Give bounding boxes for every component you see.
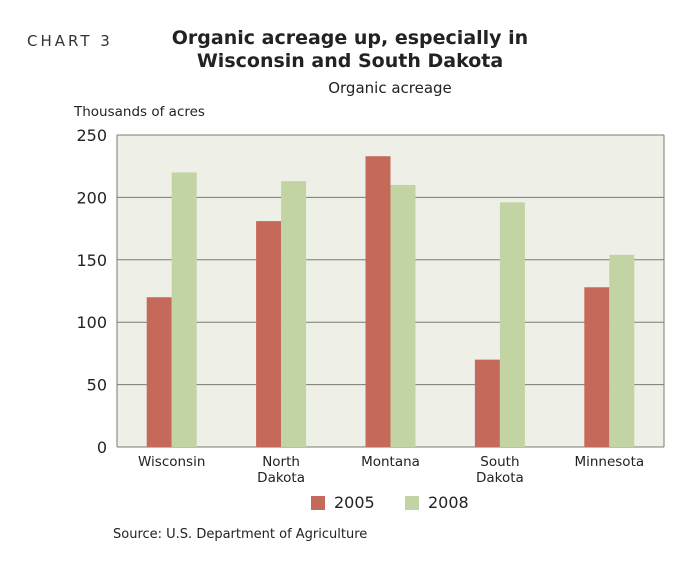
x-tick-label-line: North <box>262 454 300 470</box>
bar-2008-south-dakota <box>499 202 525 447</box>
x-tick-label: North Dakota <box>257 454 305 486</box>
y-tick-label: 50 <box>87 376 107 395</box>
x-tick-label-line: Montana <box>361 454 420 470</box>
y-tick-label: 200 <box>76 188 107 207</box>
legend-swatch-2008 <box>405 495 419 510</box>
bar-2008-wisconsin <box>171 172 197 447</box>
source-note: Source: U.S. Department of Agriculture <box>113 527 368 542</box>
legend-label-2005: 2005 <box>334 493 375 512</box>
y-tick-label: 0 <box>97 438 107 457</box>
bar-2008-minnesota <box>609 254 635 447</box>
x-tick-label-line: Wisconsin <box>138 454 205 470</box>
bar-2005-north-dakota <box>256 221 282 447</box>
bar-2008-north-dakota <box>281 181 307 447</box>
legend-item-2008: 2008 <box>405 493 469 512</box>
x-tick-label: Montana <box>361 454 420 470</box>
y-tick-label: 150 <box>76 251 107 270</box>
x-tick-label-line: South <box>480 454 519 470</box>
x-tick-label-line: Dakota <box>476 470 524 486</box>
x-tick-label: Minnesota <box>574 454 644 470</box>
x-tick-label: Wisconsin <box>138 454 205 470</box>
y-axis-label: Thousands of acres <box>74 104 205 120</box>
chart-number: CHART 3 <box>27 32 113 50</box>
y-tick-label: 250 <box>76 126 107 145</box>
x-tick-label-line: Minnesota <box>574 454 644 470</box>
bar-2005-south-dakota <box>474 359 500 447</box>
chart-subtitle: Organic acreage <box>328 79 452 97</box>
legend-swatch-2005 <box>311 495 325 510</box>
x-tick-label: South Dakota <box>476 454 524 486</box>
bar-2005-wisconsin <box>146 297 172 447</box>
x-tick-label-line: Dakota <box>257 470 305 486</box>
legend-label-2008: 2008 <box>428 493 469 512</box>
y-tick-label: 100 <box>76 313 107 332</box>
bar-2008-montana <box>390 184 416 448</box>
chart-title: Organic acreage up, especially in Wiscon… <box>171 27 529 72</box>
bar-2005-minnesota <box>584 287 610 447</box>
bar-2005-montana <box>365 156 391 447</box>
legend-item-2005: 2005 <box>311 493 375 512</box>
